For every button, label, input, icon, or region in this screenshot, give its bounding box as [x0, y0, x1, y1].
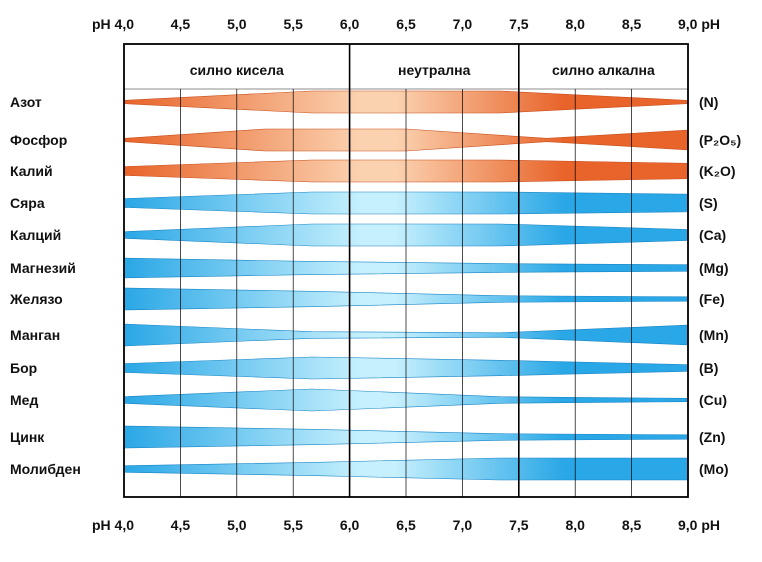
- nutrient-symbol: (P₂O₅): [699, 132, 741, 148]
- x-tick-label-bottom: 9,0 pH: [678, 517, 720, 533]
- x-tick-label-bottom: pH 4,0: [92, 517, 134, 533]
- nutrient-name: Магнезий: [10, 260, 76, 276]
- x-tick-label-top: 9,0 pH: [678, 16, 720, 32]
- nutrient-symbol: (S): [699, 195, 718, 211]
- nutrient-name: Цинк: [10, 429, 45, 445]
- nutrient-symbol: (K₂O): [699, 163, 736, 179]
- nutrient-symbol: (N): [699, 94, 718, 110]
- nutrient-symbol: (Mo): [699, 461, 729, 477]
- x-tick-label-top: 5,5: [283, 16, 303, 32]
- nutrient-symbol: (Ca): [699, 227, 726, 243]
- nutrient-name: Сяра: [10, 195, 45, 211]
- nutrient-name: Фосфор: [10, 132, 67, 148]
- nutrient-symbol: (Fe): [699, 291, 725, 307]
- nutrient-symbol: (B): [699, 360, 718, 376]
- plot-frame: [123, 43, 689, 498]
- x-tick-label-top: 6,5: [396, 16, 416, 32]
- x-tick-label-bottom: 5,5: [283, 517, 303, 533]
- nutrient-name: Калий: [10, 163, 53, 179]
- x-tick-label-top: 7,0: [453, 16, 473, 32]
- nutrient-name: Бор: [10, 360, 37, 376]
- x-tick-label-top: 6,0: [340, 16, 360, 32]
- nutrient-symbol: (Mn): [699, 327, 729, 343]
- nutrient-symbol: (Zn): [699, 429, 725, 445]
- x-tick-label-bottom: 6,5: [396, 517, 416, 533]
- x-tick-label-bottom: 5,0: [227, 517, 247, 533]
- nutrient-name: Желязо: [9, 291, 63, 307]
- x-tick-label-bottom: 7,0: [453, 517, 473, 533]
- x-tick-label-top: pH 4,0: [92, 16, 134, 32]
- nutrient-name: Молибден: [10, 461, 81, 477]
- nutrient-name: Мед: [10, 392, 38, 408]
- nutrient-symbol: (Cu): [699, 392, 727, 408]
- x-tick-label-bottom: 8,0: [565, 517, 585, 533]
- x-tick-label-top: 4,5: [171, 16, 191, 32]
- nutrient-name: Азот: [10, 94, 42, 110]
- x-tick-label-top: 8,0: [565, 16, 585, 32]
- zone-label-2: неутрална: [398, 62, 471, 78]
- x-tick-label-top: 5,0: [227, 16, 247, 32]
- zone-label-3: силно алкална: [552, 62, 655, 78]
- x-tick-label-top: 8,5: [622, 16, 642, 32]
- nutrient-name: Манган: [10, 327, 60, 343]
- nutrient-name: Калций: [10, 227, 61, 243]
- nutrient-symbol: (Mg): [699, 260, 729, 276]
- x-tick-label-bottom: 4,5: [171, 517, 191, 533]
- x-tick-label-top: 7,5: [509, 16, 529, 32]
- x-tick-label-bottom: 8,5: [622, 517, 642, 533]
- zone-label-1: силно кисела: [190, 62, 284, 78]
- x-tick-label-bottom: 6,0: [340, 517, 360, 533]
- x-tick-label-bottom: 7,5: [509, 517, 529, 533]
